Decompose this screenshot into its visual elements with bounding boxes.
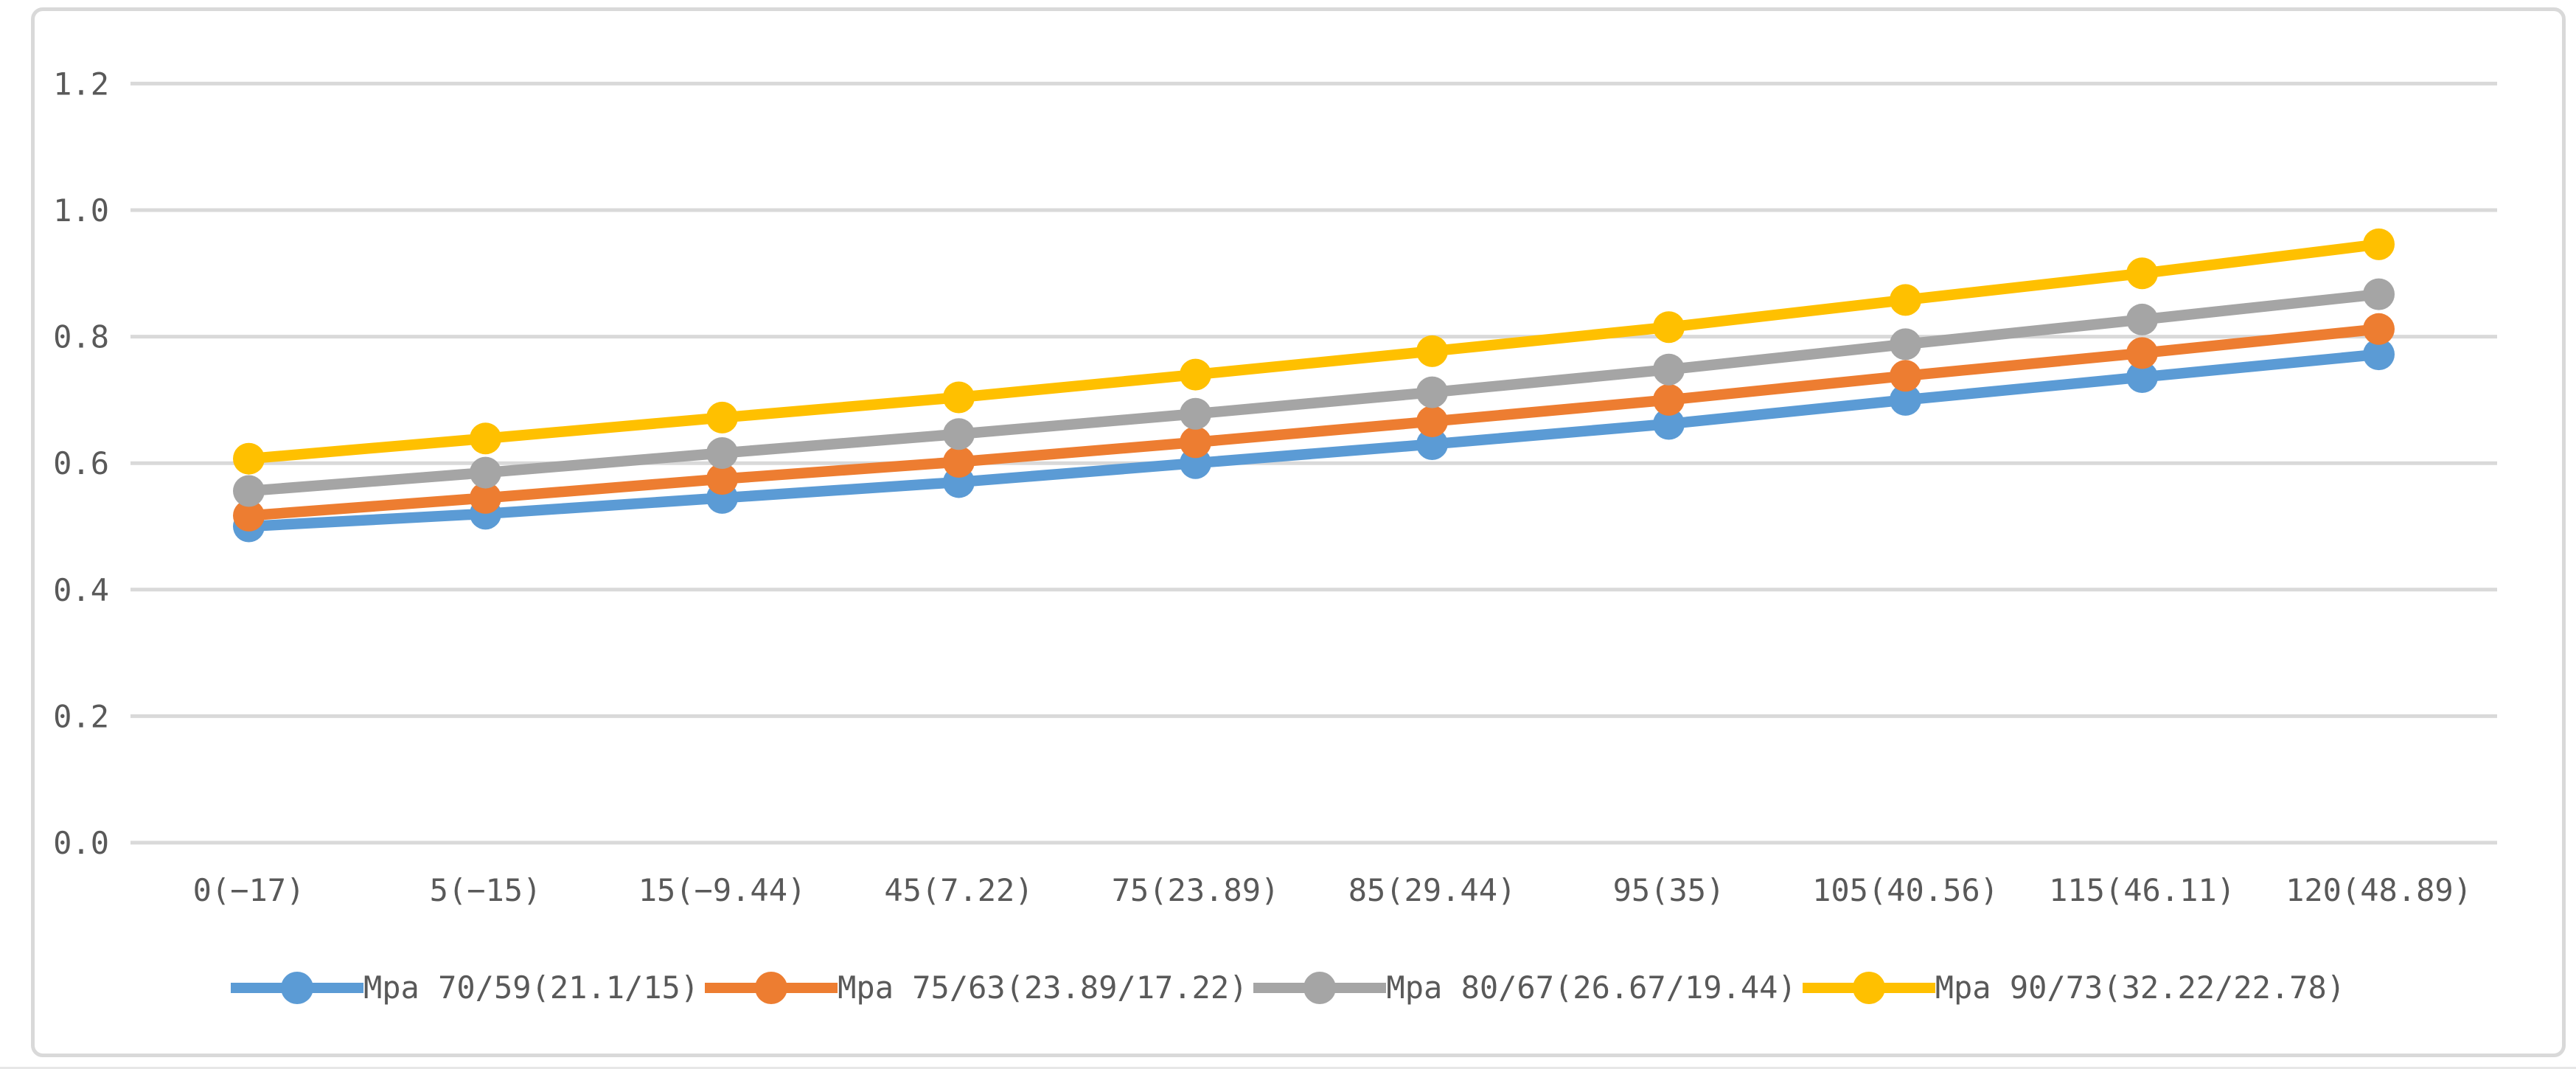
- x-axis-category-label: 85(29.44): [1348, 872, 1517, 908]
- screenshot-bottom-edge: [0, 1067, 2576, 1069]
- legend-marker-dot: [1303, 972, 1337, 1004]
- y-axis-tick-label: 0.8: [53, 319, 109, 355]
- legend-item-4: Mpa 90/73(32.22/22.78): [1802, 964, 2346, 1011]
- data-point-marker: [706, 401, 738, 433]
- data-point-marker: [1653, 408, 1685, 440]
- data-point-marker: [1890, 284, 1921, 316]
- y-axis-tick-label: 0.6: [53, 445, 109, 481]
- x-axis-category-label: 15(−9.44): [638, 872, 807, 908]
- legend-marker-dot: [755, 972, 788, 1004]
- legend-label: Mpa 70/59(21.1/15): [363, 969, 700, 1006]
- data-point-marker: [1890, 383, 1921, 416]
- series-line-1: [243, 349, 2384, 532]
- data-point-marker: [1180, 397, 1211, 430]
- legend-line-marker-icon: [1802, 972, 1935, 1004]
- legend-label: Mpa 90/73(32.22/22.78): [1935, 969, 2346, 1006]
- data-point-marker: [943, 381, 975, 414]
- x-axis-category-label: 45(7.22): [884, 872, 1033, 908]
- data-point-marker: [233, 475, 265, 507]
- legend-item-2: Mpa 75/63(23.89/17.22): [705, 964, 1247, 1011]
- x-axis-category-label: 5(−15): [430, 872, 542, 908]
- y-axis-tick-label: 1.0: [53, 192, 109, 229]
- y-axis-tick-label: 0.0: [53, 825, 109, 861]
- data-point-marker: [706, 463, 738, 495]
- legend-marker-dot: [1852, 972, 1885, 1004]
- chart-legend: Mpa 70/59(21.1/15) Mpa 75/63(23.89/17.22)…: [0, 963, 2576, 1013]
- data-point-marker: [1890, 328, 1921, 361]
- data-point-marker: [1416, 405, 1448, 438]
- legend-label: Mpa 80/67(26.67/19.44): [1386, 969, 1797, 1006]
- x-axis-category-label: 0(−17): [193, 872, 305, 908]
- y-axis-tick-label: 0.2: [53, 698, 109, 734]
- data-point-marker: [1416, 335, 1448, 367]
- data-point-marker: [2363, 338, 2395, 371]
- data-point-marker: [470, 422, 501, 455]
- legend-label: Mpa 75/63(23.89/17.22): [838, 969, 1248, 1006]
- x-axis-category-label: 115(46.11): [2049, 872, 2235, 908]
- data-point-marker: [2363, 228, 2395, 260]
- data-point-marker: [1653, 311, 1685, 344]
- chart-frame: [31, 7, 2566, 1057]
- legend-item-1: Mpa 70/59(21.1/15): [230, 964, 700, 1011]
- x-axis-category-label: 75(23.89): [1112, 872, 1280, 908]
- data-point-marker: [2363, 278, 2395, 310]
- data-point-marker: [2126, 303, 2158, 335]
- data-point-marker: [943, 445, 975, 478]
- data-point-marker: [470, 481, 501, 514]
- y-axis-tick-label: 0.4: [53, 572, 109, 608]
- x-axis-category-label: 95(35): [1613, 872, 1725, 908]
- data-point-marker: [706, 436, 738, 469]
- data-point-marker: [1653, 383, 1685, 416]
- series-line-4: [243, 239, 2384, 464]
- legend-line-marker-icon: [705, 972, 838, 1004]
- legend-item-3: Mpa 80/67(26.67/19.44): [1253, 964, 1797, 1011]
- data-point-marker: [943, 418, 975, 450]
- data-point-marker: [2126, 337, 2158, 369]
- data-point-marker: [2126, 257, 2158, 290]
- data-point-marker: [1180, 358, 1211, 391]
- y-axis-tick-label: 1.2: [53, 66, 109, 102]
- x-axis-category-label: 120(48.89): [2286, 872, 2472, 908]
- data-point-marker: [1890, 360, 1921, 392]
- x-axis-category-label: 105(40.56): [1812, 872, 1999, 908]
- data-point-marker: [2363, 313, 2395, 345]
- data-point-marker: [233, 499, 265, 532]
- data-point-marker: [1653, 353, 1685, 386]
- data-point-marker: [1416, 428, 1448, 460]
- series-line-2: [243, 324, 2384, 521]
- data-point-marker: [1180, 426, 1211, 459]
- legend-line-marker-icon: [230, 972, 363, 1004]
- legend-marker-dot: [280, 972, 313, 1004]
- legend-line-marker-icon: [1253, 972, 1387, 1004]
- data-point-marker: [1416, 376, 1448, 408]
- series-line-3: [243, 288, 2384, 497]
- data-point-marker: [470, 456, 501, 489]
- data-point-marker: [2126, 361, 2158, 394]
- data-point-marker: [233, 442, 265, 475]
